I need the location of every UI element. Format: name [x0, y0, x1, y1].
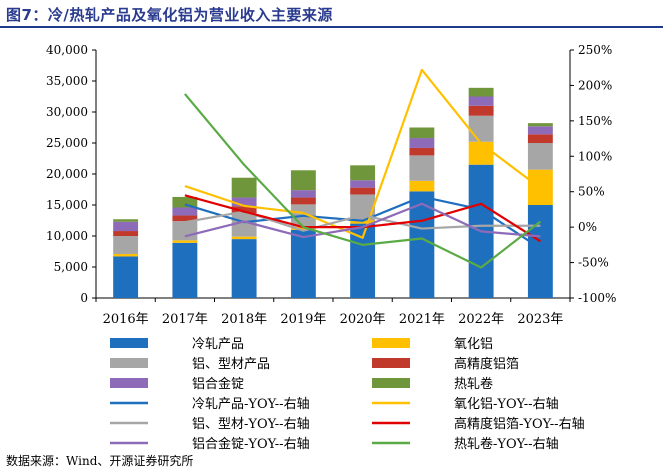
legend-label-foil: 高精度铝箔: [454, 356, 519, 372]
right-tick-label: -50%: [578, 256, 609, 270]
bar-segment-profile: [172, 221, 198, 241]
right-tick-label: 50%: [578, 185, 605, 199]
bar-segment-ingot: [409, 138, 435, 148]
legend-swatch-cold_rolled: [110, 338, 148, 348]
bar-segment-hot_coil: [527, 123, 553, 127]
legend-swatch-profile: [110, 358, 148, 368]
bar-segment-cold_rolled: [527, 205, 553, 298]
right-tick-label: 250%: [578, 43, 612, 57]
x-tick-label: 2022年: [458, 312, 504, 327]
bar-segment-foil: [527, 134, 553, 143]
legend-label-yoy_alumina: 氧化铝-YOY--右轴: [454, 397, 559, 412]
bar-segment-foil: [172, 215, 198, 222]
bar-segment-cold_rolled: [290, 229, 316, 298]
bar-segment-cold_rolled: [231, 239, 257, 298]
bar-segment-hot_coil: [172, 196, 198, 208]
title-rule: [0, 26, 663, 28]
legend-swatch-foil: [372, 358, 410, 368]
x-tick-label: 2016年: [103, 312, 149, 327]
figure-title: 图7：冷/热轧产品及氧化铝为营业收入主要来源: [6, 6, 333, 24]
x-tick-label: 2017年: [162, 312, 208, 327]
right-tick-label: -100%: [578, 291, 616, 305]
bar-segment-ingot: [113, 221, 139, 232]
legend-label-yoy_foil: 高精度铝箔-YOY--右轴: [454, 416, 585, 432]
legend-label-yoy_cold: 冷轧产品-YOY--右轴: [192, 397, 310, 412]
legend-swatch-ingot: [110, 378, 148, 388]
legend-label-yoy_ingot: 铝合金锭-YOY--右轴: [192, 436, 310, 452]
yoy-line-yoy_alumina: [184, 68, 542, 239]
x-tick-label: 2018年: [221, 312, 267, 327]
bar-segment-profile: [231, 213, 257, 237]
legend-label-alumina: 氧化铝: [454, 337, 493, 352]
legend-label-ingot: 铝合金锭: [192, 376, 244, 392]
bar-segment-foil: [468, 105, 494, 116]
bar-segment-hot_coil: [113, 219, 139, 222]
bar-segment-foil: [231, 206, 257, 214]
bar-segment-ingot: [468, 96, 494, 106]
bar-segment-alumina: [409, 180, 435, 192]
bar-segment-foil: [113, 231, 139, 236]
bar-segment-alumina: [468, 141, 494, 165]
right-tick-label: 150%: [578, 114, 612, 128]
legend-label-cold_rolled: 冷轧产品: [192, 337, 244, 352]
yoy-line-yoy_hot: [184, 93, 542, 269]
yoy-line-yoy_ingot: [184, 202, 541, 239]
bar-segment-cold_rolled: [172, 242, 198, 298]
bar-segment-ingot: [350, 180, 376, 188]
left-tick-label: 20,000: [46, 167, 88, 181]
right-tick-label: 0%: [578, 220, 597, 234]
bar-segment-cold_rolled: [113, 256, 139, 298]
x-tick-label: 2020年: [340, 312, 386, 327]
bar-segment-ingot: [527, 126, 553, 135]
legend-label-hot_coil: 热轧卷: [454, 376, 493, 392]
bar-segment-cold_rolled: [409, 191, 435, 298]
bar-segment-alumina: [231, 236, 257, 240]
bar-segment-hot_coil: [409, 127, 435, 139]
left-tick-label: 5,000: [54, 260, 88, 274]
bar-segment-profile: [409, 155, 435, 181]
bar-segment-profile: [468, 115, 494, 142]
source-note: 数据来源：Wind、开源证券研究所: [6, 454, 194, 468]
bar-segment-ingot: [290, 190, 316, 198]
x-tick-label: 2023年: [517, 312, 563, 327]
bar-segment-hot_coil: [290, 170, 316, 191]
left-tick-label: 40,000: [46, 43, 88, 57]
bar-segment-alumina: [113, 253, 139, 257]
bar-segment-hot_coil: [350, 165, 376, 181]
bar-segment-profile: [527, 143, 553, 170]
bar-segment-profile: [113, 236, 139, 254]
legend-swatch-hot_coil: [372, 378, 410, 388]
bar-segment-hot_coil: [468, 87, 494, 97]
bar-segment-alumina: [350, 220, 376, 224]
bar-segment-ingot: [231, 197, 257, 207]
legend-label-yoy_hot: 热轧卷-YOY--右轴: [454, 436, 559, 452]
bar-segment-foil: [409, 147, 435, 156]
bar-segment-foil: [290, 197, 316, 205]
legend-label-yoy_profile: 铝、型材-YOY--右轴: [192, 417, 310, 432]
left-tick-label: 10,000: [46, 229, 88, 243]
left-tick-label: 15,000: [46, 198, 88, 212]
x-tick-label: 2021年: [399, 312, 445, 327]
legend-swatch-alumina: [372, 338, 410, 348]
left-tick-label: 0: [80, 291, 88, 305]
left-tick-label: 25,000: [46, 136, 88, 150]
bar-segment-ingot: [172, 207, 198, 216]
x-tick-label: 2019年: [280, 312, 326, 327]
legend-label-profile: 铝、型材产品: [192, 357, 270, 372]
bar-segment-alumina: [172, 240, 198, 243]
bar-segment-hot_coil: [231, 177, 257, 198]
left-tick-label: 30,000: [46, 105, 88, 119]
bar-segment-foil: [350, 187, 376, 195]
left-tick-label: 35,000: [46, 74, 88, 88]
right-tick-label: 200%: [578, 78, 612, 92]
right-tick-label: 100%: [578, 149, 612, 163]
